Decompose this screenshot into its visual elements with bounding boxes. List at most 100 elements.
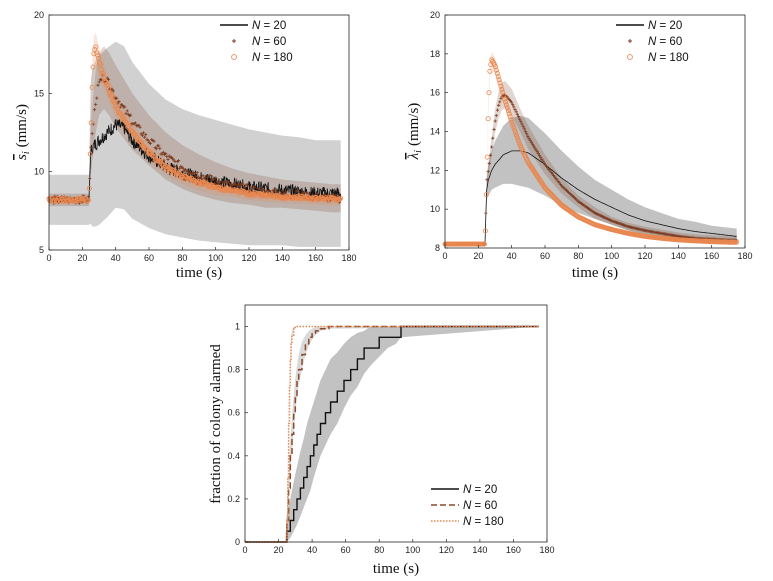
series-n60-point: [143, 135, 147, 139]
series-n180-point: [486, 90, 492, 96]
panel-lambda-ylabel-sub: i: [413, 150, 424, 153]
series-n60-point: [528, 138, 532, 142]
series-n180-point: [93, 44, 99, 50]
series-n20-band: [445, 116, 737, 245]
panel-fraction-xlabel: time (s): [373, 561, 419, 577]
series-n60-point: [486, 169, 490, 174]
x-tick-label: 20: [77, 253, 87, 263]
series-n60-point: [262, 187, 266, 191]
y-tick-label: 0.6: [227, 408, 240, 418]
series-n180-point: [317, 195, 323, 201]
series-n180-point: [499, 86, 505, 92]
series-n60-point: [520, 122, 524, 126]
panel-lambda-ylabel-symbol: λ: [406, 152, 422, 160]
panel-speed-ylabel-symbol: s: [14, 154, 30, 160]
x-tick-label: 180: [539, 545, 554, 555]
series-n60-point: [94, 102, 98, 107]
series-n180-line: [245, 325, 539, 543]
series-n60-point: [152, 139, 156, 143]
series-n60-point: [487, 161, 491, 165]
series-n60-point: [129, 113, 133, 117]
series-n60-point: [227, 180, 231, 184]
series-n60-point: [241, 182, 245, 186]
series-n180-point: [337, 196, 343, 202]
y-tick-label: 0: [235, 537, 240, 547]
series-n60-point: [534, 148, 538, 152]
series-n60-point: [201, 174, 205, 178]
legend-label-n: N: [463, 484, 472, 496]
series-n180-point: [106, 86, 112, 92]
series-n60-point: [161, 150, 165, 154]
series-n180-point: [495, 74, 501, 80]
series-n60-point: [539, 155, 543, 159]
series-n180-point: [99, 70, 105, 76]
series-n180-point: [123, 119, 129, 125]
series-n180-point: [505, 108, 511, 114]
panel-lambda-series: [442, 57, 740, 247]
legend-label-value: = 20: [656, 20, 682, 32]
series-n60-point: [499, 96, 503, 101]
series-n180-point: [104, 81, 110, 87]
series-n60-point: [484, 211, 488, 215]
series-n60-point: [154, 147, 158, 151]
series-n60-point: [90, 132, 94, 136]
series-n60-point: [537, 153, 542, 158]
series-n60-point: [141, 131, 146, 135]
series-n180-point: [516, 140, 522, 146]
legend-label-n: N: [648, 20, 657, 32]
series-n60-point: [256, 186, 260, 190]
x-tick-label: 80: [374, 545, 384, 555]
series-n60-point: [512, 105, 516, 109]
svg-text:si(mm/s): si (mm/s): [14, 104, 32, 160]
y-tick-label: 8: [435, 243, 440, 253]
legend-label-n: N: [252, 52, 261, 64]
series-n180-point: [484, 154, 490, 160]
legend-entry-series-n60: N = 60: [628, 36, 682, 48]
series-n60-point: [542, 161, 546, 165]
series-n180-point: [298, 193, 304, 199]
series-n180-point: [326, 195, 332, 201]
series-n180-point: [85, 198, 91, 204]
panel-fraction-ticks: 0 20 40 60 80 100 120 140 160 180 0 0.2 0.4 0.6 0.8 1: [227, 322, 554, 555]
series-n60-point: [160, 152, 164, 156]
series-n180-point: [88, 120, 94, 126]
series-n180-point: [271, 194, 277, 200]
series-n60-point: [530, 142, 535, 146]
legend-label: N = 20: [252, 20, 286, 32]
panel-speed-axes-box: [48, 14, 350, 251]
series-n60-point: [111, 89, 115, 93]
series-n60-point: [516, 115, 521, 119]
series-n180-point: [482, 228, 488, 234]
series-n180-point: [514, 132, 520, 138]
panel-speed-xlabel: time (s): [176, 265, 222, 281]
legend-swatch: [627, 54, 633, 60]
legend-label: N = 180: [252, 52, 293, 64]
series-n180-point: [507, 114, 513, 120]
series-n60-point: [245, 183, 249, 187]
legend-label-value: = 180: [656, 52, 688, 64]
series-n60-point: [523, 129, 528, 133]
series-n60-point: [117, 100, 121, 104]
series-n180-point: [485, 116, 491, 122]
legend-entry-series-n180: N = 180: [231, 52, 293, 64]
legend-label-n: N: [463, 500, 472, 512]
series-n180-point: [510, 122, 516, 128]
series-n60-band: [445, 81, 737, 245]
series-n180-point: [494, 70, 500, 76]
series-n60-point: [215, 179, 219, 183]
series-n180-point: [514, 135, 520, 141]
x-tick-label: 40: [507, 251, 517, 261]
x-tick-label: 140: [275, 253, 290, 263]
panel-fraction-series: [245, 325, 539, 543]
x-tick-label: 40: [111, 253, 121, 263]
series-n60-point: [87, 194, 91, 199]
legend-label: N = 20: [648, 20, 682, 32]
series-n60-point: [518, 117, 522, 121]
x-tick-label: 20: [473, 251, 483, 261]
series-n60-point: [195, 171, 199, 175]
series-n60-point: [515, 112, 519, 116]
series-n60-point: [214, 176, 218, 180]
x-tick-label: 140: [671, 251, 686, 261]
x-tick-label: 160: [506, 545, 521, 555]
x-tick-label: 60: [540, 251, 550, 261]
